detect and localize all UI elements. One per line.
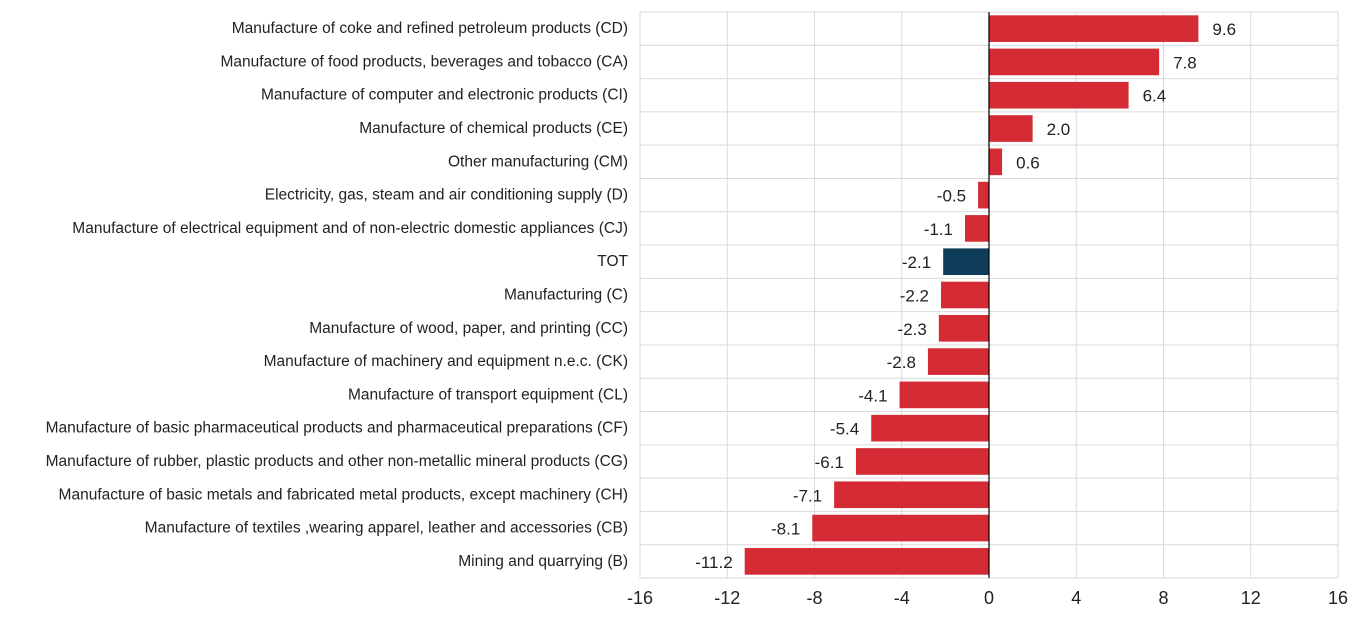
category-label: Manufacture of basic pharmaceutical prod…	[46, 420, 628, 437]
x-tick-label: -4	[894, 588, 910, 608]
bar	[744, 548, 989, 575]
category-label: Manufacture of chemical products (CE)	[359, 120, 628, 137]
category-label: Manufacture of machinery and equipment n…	[264, 353, 628, 370]
category-label: Other manufacturing (CM)	[448, 153, 628, 170]
bar	[812, 514, 989, 542]
value-label: -2.2	[900, 287, 929, 306]
bars	[744, 15, 1199, 575]
value-label: -2.3	[898, 320, 927, 339]
bar	[899, 381, 989, 409]
bar	[978, 181, 989, 209]
value-label: 6.4	[1143, 87, 1167, 106]
x-tick-label: 0	[984, 588, 994, 608]
value-label: 7.8	[1173, 53, 1197, 72]
value-label: -1.1	[924, 220, 953, 239]
x-axis-tick-labels: -16 -12 -8 -4 0 4 8 12 16	[627, 588, 1348, 608]
x-tick-label: -12	[714, 588, 740, 608]
category-label: Manufacturing (C)	[504, 287, 628, 304]
category-label: Manufacture of computer and electronic p…	[261, 87, 628, 104]
bar	[989, 148, 1003, 176]
bar	[855, 448, 989, 475]
category-labels: Manufacture of coke and refined petroleu…	[46, 20, 629, 570]
bar	[938, 314, 989, 342]
bar	[989, 115, 1033, 142]
value-label: -8.1	[771, 520, 800, 539]
bar	[927, 348, 989, 375]
value-label: -7.1	[793, 486, 822, 505]
value-label: -6.1	[815, 453, 844, 472]
value-label: -4.1	[858, 386, 887, 405]
value-labels: 9.67.86.42.00.6-0.5-1.1-2.1-2.2-2.3-2.8-…	[695, 20, 1236, 572]
bar	[965, 215, 989, 242]
value-label: 9.6	[1212, 20, 1236, 39]
bar	[834, 481, 989, 509]
value-label: -5.4	[830, 420, 859, 439]
bar	[989, 81, 1129, 109]
value-label: -0.5	[937, 187, 966, 206]
x-tick-label: 4	[1071, 588, 1081, 608]
category-label: Manufacture of coke and refined petroleu…	[232, 20, 628, 37]
category-label: Electricity, gas, steam and air conditio…	[265, 187, 628, 204]
category-label: Manufacture of transport equipment (CL)	[348, 386, 628, 403]
x-tick-label: 16	[1328, 588, 1348, 608]
category-label: Mining and quarrying (B)	[458, 553, 628, 570]
value-label: -11.2	[695, 553, 733, 572]
bar	[941, 281, 989, 309]
x-tick-label: -16	[627, 588, 653, 608]
category-label: Manufacture of food products, beverages …	[220, 53, 628, 70]
value-label: 2.0	[1047, 120, 1071, 139]
category-label: Manufacture of rubber, plastic products …	[46, 453, 628, 470]
x-tick-label: 12	[1241, 588, 1261, 608]
category-label: Manufacture of basic metals and fabricat…	[59, 486, 628, 503]
category-label: Manufacture of textiles ,wearing apparel…	[145, 520, 628, 537]
bar	[989, 48, 1160, 76]
value-label: 0.6	[1016, 153, 1040, 172]
category-label: TOT	[597, 253, 628, 270]
x-tick-label: 8	[1158, 588, 1168, 608]
x-tick-label: -8	[806, 588, 822, 608]
bar	[989, 15, 1199, 42]
bar	[871, 414, 989, 442]
category-label: Manufacture of electrical equipment and …	[72, 220, 628, 237]
bar	[943, 248, 989, 276]
value-label: -2.1	[902, 253, 931, 272]
category-label: Manufacture of wood, paper, and printing…	[309, 320, 628, 337]
value-label: -2.8	[887, 353, 916, 372]
